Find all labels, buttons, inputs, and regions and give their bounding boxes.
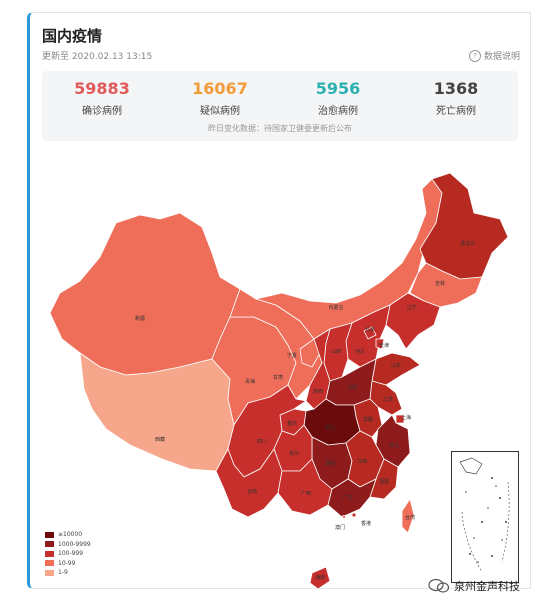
label-shaanxi: 陕西 <box>313 388 323 395</box>
label-ningxia: 宁夏 <box>287 352 297 359</box>
map-legend: ≥10000 1000-9999 100-999 10-99 1-9 <box>45 530 91 578</box>
legend-swatch <box>45 550 54 557</box>
label-taiwan: 台湾 <box>405 514 415 521</box>
watermark-text: 泉州金声科技 <box>454 580 520 593</box>
stat-suspected: 16067 疑似病例 <box>165 79 275 117</box>
label-liaoning: 辽宁 <box>407 304 417 311</box>
legend-label: ≥10000 <box>58 531 83 539</box>
label-jiangsu: 江苏 <box>383 396 393 403</box>
label-shanghai: 上海 <box>401 414 411 421</box>
question-icon: ? <box>468 49 481 62</box>
stat-suspected-value: 16067 <box>192 79 248 98</box>
label-guangxi: 广西 <box>301 490 311 497</box>
legend-item[interactable]: 100-999 <box>45 549 91 559</box>
label-qinghai: 青海 <box>245 378 255 385</box>
legend-swatch <box>45 531 54 538</box>
legend-label: 1-9 <box>58 569 68 577</box>
stat-confirmed-value: 59883 <box>74 79 130 98</box>
label-chongqing: 重庆 <box>287 420 297 427</box>
label-neimenggu: 内蒙古 <box>328 304 343 311</box>
label-xianggang: 香港 <box>361 520 371 527</box>
label-tianjin: 天津 <box>379 342 389 349</box>
label-hubei: 湖北 <box>325 424 335 431</box>
province-xinjiang[interactable] <box>49 212 241 376</box>
province-xianggang[interactable] <box>351 512 357 518</box>
south-sea-islands-graphic <box>459 457 510 573</box>
province-taiwan[interactable] <box>401 498 415 534</box>
label-sichuan: 四川 <box>257 439 267 445</box>
legend-label: 10-99 <box>58 559 76 567</box>
legend-label: 1000-9999 <box>58 540 91 548</box>
data-help-link[interactable]: ? 数据说明 <box>468 49 520 62</box>
label-yunnan: 云南 <box>247 488 257 495</box>
legend-item[interactable]: 1-9 <box>45 568 91 578</box>
province-aomen[interactable] <box>341 514 346 519</box>
label-gansu: 甘肃 <box>273 374 283 381</box>
stat-dead-value: 1368 <box>433 79 479 98</box>
legend-item[interactable]: 1000-9999 <box>45 540 91 550</box>
stat-dead: 1368 死亡病例 <box>401 79 511 117</box>
label-zhejiang: 浙江 <box>389 442 399 449</box>
province-liaoning[interactable] <box>385 292 441 350</box>
province-tianjin[interactable] <box>375 338 385 350</box>
label-fujian: 福建 <box>379 478 389 485</box>
legend-item[interactable]: ≥10000 <box>45 530 91 540</box>
label-henan: 河南 <box>347 384 357 391</box>
stat-confirmed-label: 确诊病例 <box>82 106 122 117</box>
stat-cured: 5956 治愈病例 <box>283 79 393 117</box>
data-help-label: 数据说明 <box>483 52 520 62</box>
label-hunan: 湖南 <box>325 460 335 467</box>
legend-swatch <box>45 569 54 576</box>
stats-panel: 59883 确诊病例 16067 疑似病例 5956 治愈病例 1368 死亡病… <box>42 71 518 141</box>
stat-dead-label: 死亡病例 <box>436 106 476 117</box>
label-hebei: 河北 <box>355 348 365 355</box>
stat-confirmed: 59883 确诊病例 <box>47 79 157 117</box>
province-shandong[interactable] <box>371 352 421 386</box>
stat-suspected-label: 疑似病例 <box>200 106 240 117</box>
province-beijing[interactable] <box>363 326 377 340</box>
wechat-logo-icon <box>428 578 450 593</box>
label-anhui: 安徽 <box>363 416 373 423</box>
page-title: 国内疫情 <box>42 27 103 45</box>
stats-note: 昨日变化数据：待国家卫健委更新后公布 <box>208 124 352 133</box>
label-beijing: 北京 <box>365 326 375 333</box>
domestic-epidemic-card: 国内疫情 更新至 2020.02.13 13:15 ? 数据说明 59883 确… <box>27 12 531 589</box>
label-guangdong: 广东 <box>343 494 353 501</box>
label-hainan: 海南 <box>315 574 325 581</box>
province-ningxia[interactable] <box>299 338 321 368</box>
label-shanxi: 山西 <box>331 348 341 355</box>
label-xinjiang: 新疆 <box>135 315 145 322</box>
label-heilongjiang: 黑龙江 <box>460 240 475 247</box>
china-map: 新疆 西藏 青海 甘肃 内蒙古 黑龙江 吉林 辽宁 北京 天津 河北 山西 山东… <box>49 172 509 589</box>
province-hainan[interactable] <box>309 566 331 589</box>
label-xizang: 西藏 <box>155 436 165 443</box>
legend-swatch <box>45 560 54 567</box>
update-time: 更新至 2020.02.13 13:15 <box>42 52 153 62</box>
label-jiangxi: 江西 <box>357 458 367 465</box>
label-jilin: 吉林 <box>435 280 445 287</box>
province-shanghai[interactable] <box>395 414 405 424</box>
legend-item[interactable]: 10-99 <box>45 559 91 569</box>
watermark: 泉州金声科技 <box>428 578 520 594</box>
label-guizhou: 贵州 <box>289 450 299 457</box>
stat-cured-value: 5956 <box>315 79 361 98</box>
province-guangdong[interactable] <box>327 478 377 518</box>
legend-label: 100-999 <box>58 550 84 558</box>
legend-swatch <box>45 541 54 548</box>
south-china-sea-inset <box>451 451 519 583</box>
stat-cured-label: 治愈病例 <box>318 106 358 117</box>
label-shandong: 山东 <box>391 362 401 369</box>
label-aomen: 澳门 <box>335 524 345 531</box>
